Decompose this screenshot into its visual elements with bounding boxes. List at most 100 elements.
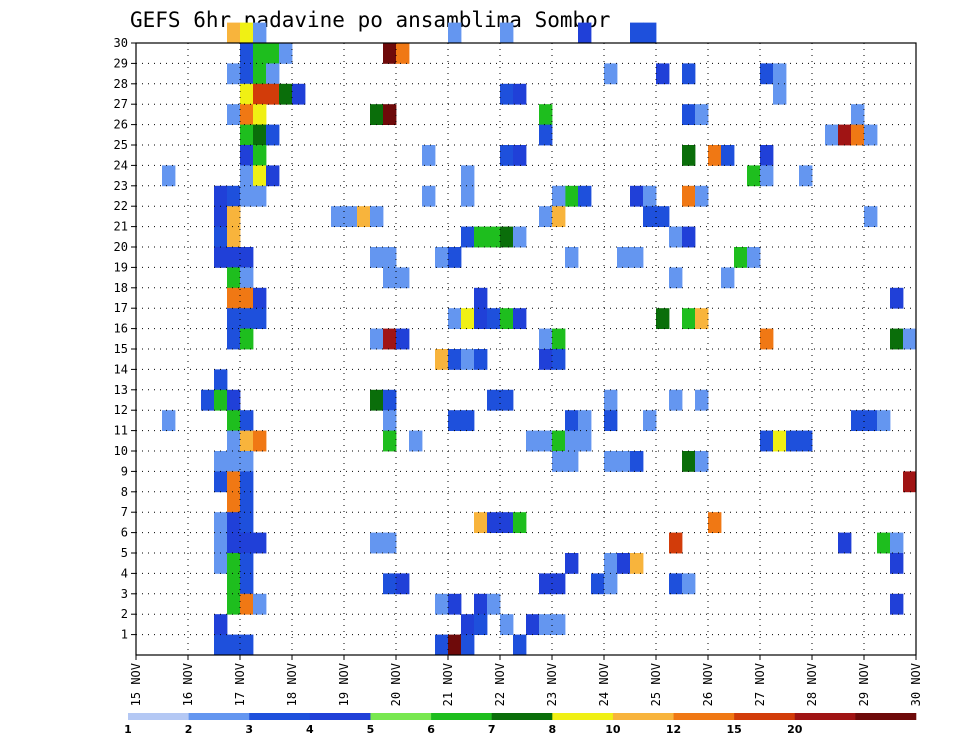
heatmap-cell	[227, 471, 241, 493]
heatmap-cell	[747, 247, 761, 268]
heatmap-cell	[474, 614, 488, 635]
heatmap-cell	[422, 185, 436, 207]
heatmap-cell	[500, 83, 514, 105]
heatmap-cell	[383, 43, 397, 64]
heatmap-cell	[513, 512, 527, 533]
heatmap-cell	[253, 145, 267, 166]
heatmap-cell	[539, 430, 553, 452]
heatmap-cell	[448, 308, 462, 329]
heatmap-cell	[656, 63, 670, 85]
heatmap-cell	[227, 593, 241, 615]
heatmap-cell	[760, 63, 774, 85]
heatmap-cell	[448, 22, 462, 44]
heatmap-cell	[253, 22, 267, 44]
heatmap-cell	[656, 206, 670, 227]
heatmap-cell	[240, 573, 254, 595]
x-axis: 15 NOV 16 NOV 17 NOV 18 NOV 19 NOV 20 NOV 21 N…	[129, 655, 923, 706]
y-tick-label: 5	[121, 546, 128, 560]
heatmap-cell	[695, 389, 709, 411]
y-tick-label: 13	[114, 383, 128, 397]
y-tick-label: 26	[114, 118, 128, 132]
heatmap-cell	[396, 43, 410, 64]
heatmap-cell	[240, 267, 254, 289]
y-tick-label: 17	[114, 301, 128, 315]
heatmap-cell	[214, 512, 228, 533]
heatmap-cell	[227, 63, 241, 85]
heatmap-cell	[461, 410, 475, 431]
heatmap-cell	[227, 491, 241, 513]
heatmap-cell	[370, 328, 384, 350]
heatmap-cell	[604, 410, 618, 431]
heatmap-cell	[383, 532, 397, 554]
heatmap-cell	[253, 43, 267, 64]
y-tick-label: 30	[114, 36, 128, 50]
heatmap-cell	[253, 308, 267, 329]
heatmap-cell	[747, 165, 761, 187]
colorbar-swatch	[794, 713, 856, 720]
colorbar-swatch	[491, 713, 553, 720]
heatmap-cell	[604, 573, 618, 595]
y-tick-label: 22	[114, 199, 128, 213]
heatmap-cell	[370, 206, 384, 227]
heatmap-cell	[253, 63, 267, 85]
heatmap-cell	[799, 430, 813, 452]
colorbar-swatch	[188, 713, 250, 720]
heatmap-cell	[734, 247, 748, 268]
heatmap-cell	[227, 206, 241, 227]
y-tick-label: 24	[114, 158, 128, 172]
heatmap-cell	[630, 553, 644, 574]
heatmap-cell	[253, 83, 267, 105]
heatmap-cell	[721, 145, 735, 166]
heatmap-cell	[487, 512, 501, 533]
heatmap-cell	[227, 573, 241, 595]
heatmap-cell	[669, 532, 683, 554]
x-tick-label: 19 NOV	[337, 663, 351, 706]
heatmap-cell	[383, 104, 397, 125]
heatmap-cell	[227, 308, 241, 329]
heatmap-cell	[253, 532, 267, 554]
heatmap-cell	[526, 614, 540, 635]
heatmap-cell	[240, 430, 254, 452]
heatmap-cell	[682, 308, 696, 329]
x-tick-label: 17 NOV	[233, 663, 247, 706]
heatmap-cell	[890, 328, 904, 350]
y-tick-label: 9	[121, 464, 128, 478]
heatmap-cell	[513, 83, 527, 105]
heatmap-cell	[227, 451, 241, 472]
heatmap-cell	[695, 185, 709, 207]
heatmap-cell	[565, 430, 579, 452]
y-tick-label: 7	[121, 505, 128, 519]
heatmap-cell	[643, 185, 657, 207]
heatmap-cell	[435, 247, 449, 268]
heatmap-cell	[266, 43, 280, 64]
heatmap-cell	[240, 512, 254, 533]
heatmap-cell	[552, 451, 566, 472]
heatmap-cell	[474, 226, 488, 248]
y-tick-label: 3	[121, 587, 128, 601]
heatmap-cell	[487, 226, 501, 248]
heatmap-cell	[448, 593, 462, 615]
heatmap-cell	[539, 573, 553, 595]
heatmap-cell	[201, 389, 215, 411]
heatmap-cell	[552, 185, 566, 207]
heatmap-cell	[448, 349, 462, 370]
heatmap-cell	[383, 247, 397, 268]
heatmap-cell	[435, 349, 449, 370]
heatmap-cell	[214, 471, 228, 493]
heatmap-cell	[214, 369, 228, 391]
colorbar-swatch	[431, 713, 492, 720]
y-tick-label: 16	[114, 322, 128, 336]
heatmap-cell	[214, 614, 228, 635]
y-tick-label: 4	[121, 566, 128, 580]
heatmap-cell	[643, 410, 657, 431]
heatmap-cell	[604, 63, 618, 85]
y-tick-label: 14	[114, 362, 128, 376]
heatmap-cell	[500, 22, 514, 44]
heatmap-cell	[617, 247, 631, 268]
heatmap-cell	[513, 308, 527, 329]
heatmap-cell	[240, 124, 254, 146]
heatmap-cell	[643, 22, 657, 44]
heatmap-cell	[760, 430, 774, 452]
heatmap-cell	[370, 104, 384, 125]
